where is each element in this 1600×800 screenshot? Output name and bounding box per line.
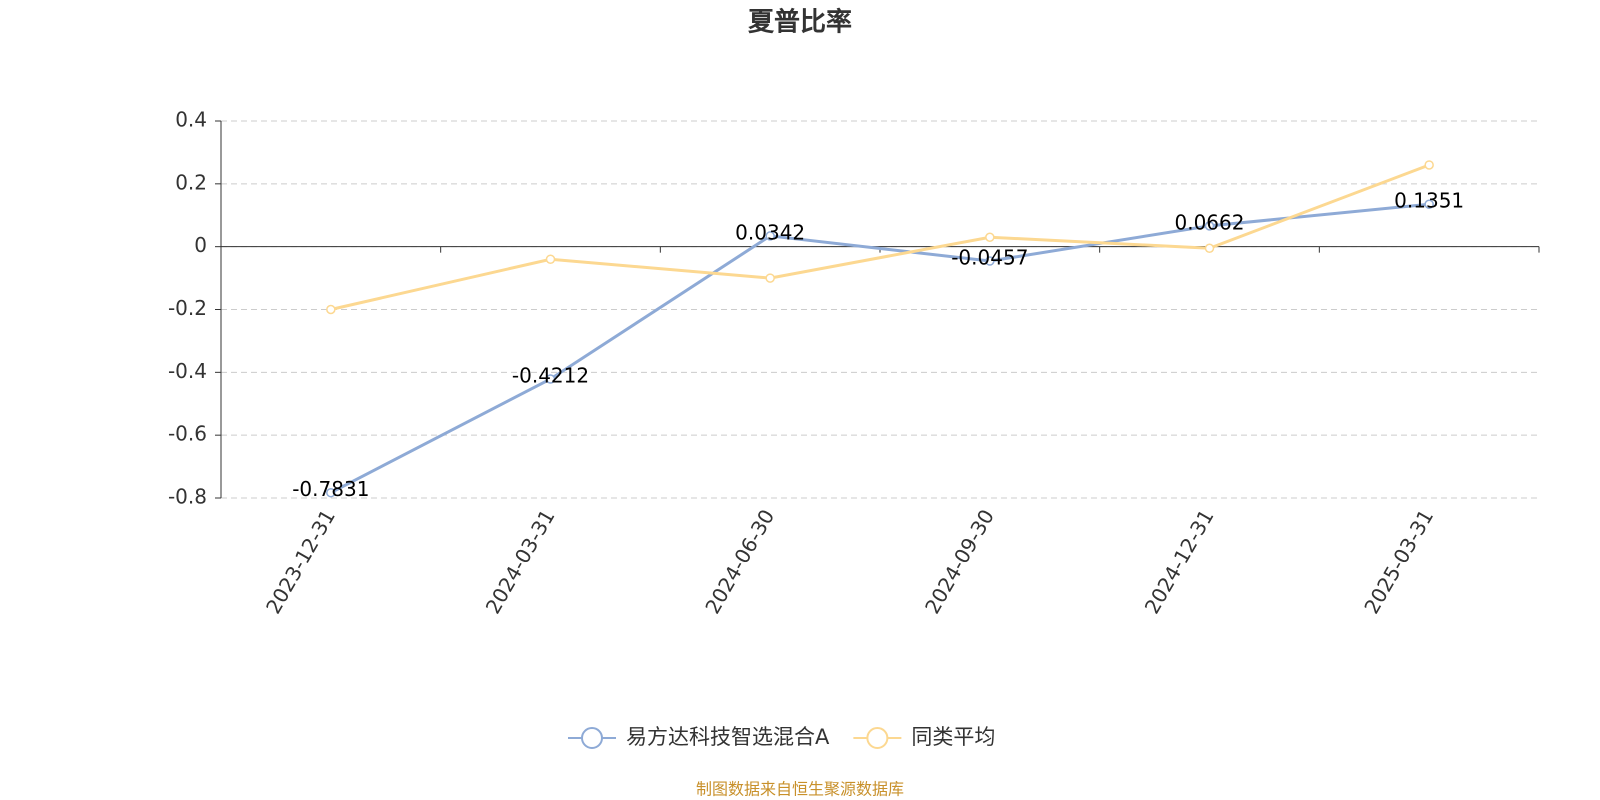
data-point: [326, 487, 336, 498]
x-tick-label: 2025-03-31: [1359, 505, 1438, 618]
series-line: [330, 163, 1430, 311]
data-point: [1204, 243, 1215, 253]
data-point: [765, 231, 775, 241]
data-label: 0.0342: [735, 220, 805, 244]
x-tick-label: 2024-09-30: [920, 505, 999, 618]
data-label: 0.1351: [1394, 189, 1464, 213]
y-tick-label: 0.4: [175, 108, 207, 132]
data-label: -0.0457: [951, 246, 1028, 270]
source-note: 制图数据来自恒生聚源数据库: [696, 780, 904, 799]
x-tick-label: 2023-12-31: [261, 505, 340, 618]
y-tick-label: 0: [194, 233, 207, 257]
y-tick-label: -0.6: [168, 422, 207, 446]
data-point: [545, 374, 556, 384]
data-point: [545, 254, 556, 264]
data-point: [985, 256, 995, 266]
x-tick-label: 2024-03-31: [481, 505, 560, 618]
data-point: [1424, 160, 1434, 170]
legend-marker: [581, 727, 603, 749]
y-tick-label: -0.8: [168, 485, 207, 509]
data-point: [326, 304, 336, 315]
y-tick-label: -0.2: [168, 296, 207, 320]
data-point: [765, 273, 775, 283]
legend-label: 易方达科技智选混合A: [626, 725, 830, 749]
data-label: -0.4212: [512, 363, 589, 387]
x-tick-label: 2024-06-30: [700, 505, 779, 618]
chart-title: 夏普比率: [748, 7, 852, 38]
series-line: [330, 202, 1430, 495]
data-label: 0.0662: [1175, 210, 1245, 234]
data-label: -0.7831: [292, 477, 369, 501]
y-tick-label: -0.4: [168, 359, 207, 383]
data-point: [985, 232, 995, 242]
legend-marker: [866, 727, 889, 749]
data-point: [1204, 221, 1215, 231]
y-tick-label: 0.2: [175, 170, 207, 194]
x-tick-label: 2024-12-31: [1140, 505, 1219, 618]
data-point: [1424, 199, 1434, 209]
legend-label: 同类平均: [911, 725, 995, 749]
